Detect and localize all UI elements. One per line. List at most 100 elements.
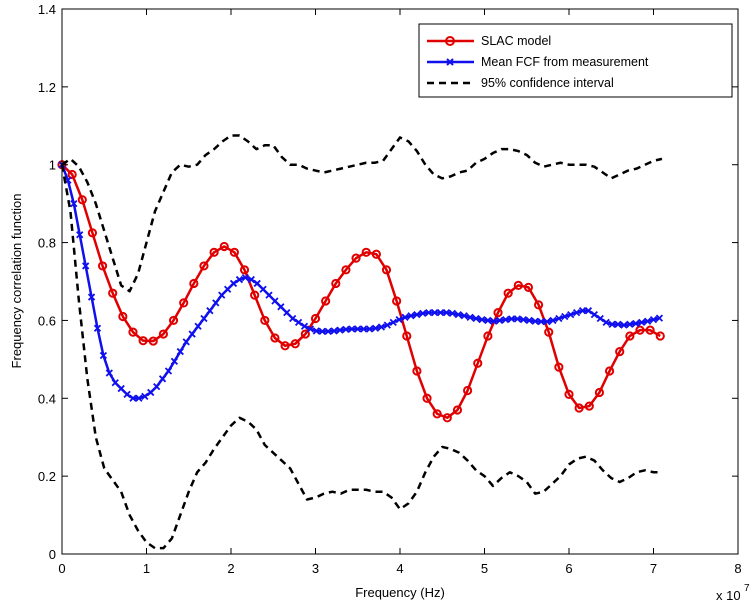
- slac-point: [615, 346, 625, 357]
- y-tick-label: 0.4: [38, 391, 56, 406]
- x-tick-label: 3: [312, 561, 319, 576]
- slac-point: [513, 280, 523, 290]
- slac-point: [574, 403, 584, 413]
- slac-point: [158, 329, 168, 339]
- mean-fcf-point: [153, 382, 161, 391]
- slac-point: [108, 288, 118, 298]
- mean-fcf-point: [383, 321, 391, 329]
- slac-point: [179, 298, 189, 308]
- x-tick-label: 5: [481, 561, 488, 576]
- mean-fcf-point: [300, 322, 309, 330]
- mean-fcf-point: [620, 321, 628, 329]
- mean-fcf-point: [82, 262, 90, 270]
- slac-point: [118, 311, 128, 322]
- slac-point: [138, 336, 148, 346]
- mean-fcf-point: [490, 317, 498, 325]
- legend-box: [418, 23, 733, 98]
- mean-fcf-point: [200, 314, 208, 323]
- mean-fcf-point: [572, 309, 581, 317]
- mean-fcf-point: [306, 325, 315, 333]
- y-axis-label: Frequency correlation function: [9, 194, 24, 369]
- slac-point: [503, 288, 513, 298]
- mean-fcf-point: [567, 310, 575, 319]
- mean-fcf-point: [212, 299, 220, 307]
- slac-point: [260, 315, 270, 326]
- slac-point: [341, 265, 351, 275]
- slac-point: [168, 315, 179, 326]
- mean-fcf-point: [93, 324, 102, 332]
- slac-point: [412, 366, 422, 376]
- slac-point: [229, 247, 239, 257]
- mean-fcf-point: [413, 310, 421, 319]
- mean-fcf-point: [638, 318, 646, 327]
- slac-point: [594, 387, 605, 398]
- x-tick-label: 7: [650, 561, 657, 576]
- mean-fcf-point: [448, 309, 457, 318]
- mean-fcf-point: [70, 200, 78, 208]
- slac-point: [199, 261, 209, 271]
- mean-fcf-point: [123, 390, 131, 399]
- mean-fcf-point: [578, 307, 587, 315]
- y-tick-label: 1.2: [38, 80, 56, 95]
- slac-point: [493, 308, 503, 318]
- mean-fcf-point: [555, 314, 563, 323]
- slac-point: [392, 296, 402, 306]
- mean-fcf-point: [632, 319, 640, 328]
- mean-fcf-point: [99, 351, 108, 360]
- mean-fcf-point: [561, 312, 569, 321]
- legend: SLAC model Mean FCF from measurement 95%…: [418, 23, 733, 98]
- mean-fcf-point: [76, 231, 84, 239]
- y-tick-label: 0.8: [38, 236, 56, 251]
- x-tick-label: 1: [143, 561, 150, 576]
- x-multiplier-exponent: 7: [744, 583, 750, 594]
- mean-fcf-point: [590, 310, 598, 319]
- mean-fcf-point: [206, 307, 214, 315]
- mean-fcf-point: [525, 316, 533, 325]
- slac-point: [280, 341, 290, 351]
- mean-fcf-point: [324, 327, 332, 335]
- x-axis-label: Frequency (Hz): [355, 585, 445, 600]
- slac-point: [422, 393, 432, 403]
- legend-label-slac: SLAC model: [481, 34, 551, 48]
- mean-fcf-point: [431, 309, 439, 317]
- slac-point: [239, 265, 250, 275]
- mean-fcf-point: [164, 367, 173, 375]
- mean-fcf-point: [294, 318, 303, 327]
- x-tick-label: 8: [734, 561, 741, 576]
- mean-fcf-point: [377, 323, 386, 331]
- slac-point: [533, 300, 544, 310]
- mean-fcf-point: [596, 314, 604, 323]
- slac-point: [97, 261, 108, 271]
- mean-fcf-point: [289, 314, 297, 323]
- mean-fcf-point: [342, 325, 350, 334]
- mean-fcf-point: [360, 325, 368, 333]
- mean-fcf-point: [501, 316, 510, 324]
- mean-fcf-point: [649, 316, 658, 324]
- mean-fcf-point: [147, 388, 155, 397]
- mean-fcf-point: [348, 325, 356, 333]
- slac-point: [381, 265, 392, 275]
- slac-point: [452, 405, 463, 415]
- mean-fcf-point: [135, 394, 143, 402]
- mean-fcf-point: [543, 317, 551, 326]
- mean-fcf-point: [105, 369, 113, 377]
- y-tick-label: 1: [49, 158, 56, 173]
- slac-point: [77, 195, 87, 205]
- y-tick-label: 0: [49, 547, 56, 562]
- mean-fcf-point: [389, 318, 397, 327]
- mean-fcf-point: [241, 273, 250, 282]
- mean-fcf-point: [643, 317, 652, 325]
- slac-point: [290, 339, 300, 349]
- mean-fcf-point: [549, 316, 557, 325]
- mean-fcf-point: [129, 394, 137, 402]
- mean-fcf-point: [371, 324, 380, 332]
- mean-fcf-point: [507, 315, 516, 323]
- mean-fcf-point: [614, 320, 622, 328]
- mean-fcf-point: [626, 320, 634, 328]
- mean-fcf-point: [442, 309, 451, 317]
- mean-fcf-point: [259, 285, 267, 293]
- mean-fcf-point: [460, 312, 468, 320]
- slac-point: [655, 331, 665, 341]
- mean-fcf-point: [182, 338, 190, 346]
